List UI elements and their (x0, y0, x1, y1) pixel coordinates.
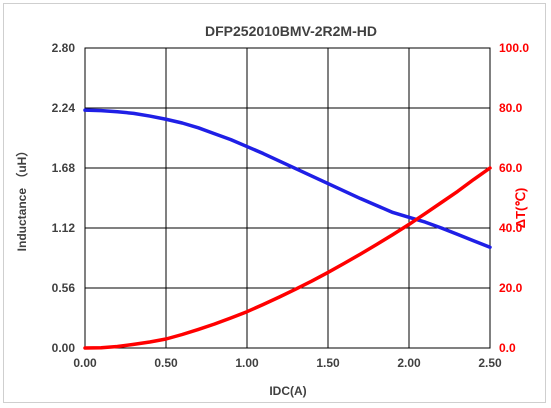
y-left-tick-label: 1.68 (52, 161, 76, 175)
y-right-tick-label: 40.0 (499, 221, 523, 235)
y-axis-label-right: ΔT(℃) (513, 188, 528, 229)
x-axis-label: IDC(A) (269, 384, 306, 398)
y-right-tick-label: 100.0 (499, 41, 529, 55)
x-axis-ticks: 0.00 0.50 1.00 1.50 2.00 2.50 (73, 356, 502, 370)
plot-border (84, 47, 491, 349)
right-axis-ticks: 0.0 20.0 40.0 60.0 80.0 100.0 (499, 41, 529, 355)
y-left-tick-label: 0.56 (52, 281, 76, 295)
x-tick-label: 0.00 (73, 356, 97, 370)
x-tick-label: 1.50 (316, 356, 340, 370)
temperature-rise-line (83, 166, 492, 350)
y-right-tick-label: 80.0 (499, 101, 523, 115)
y-axis-label-left: Inductance （uH） (14, 145, 29, 252)
x-tick-label: 2.00 (397, 356, 421, 370)
y-left-tick-label: 2.80 (52, 41, 76, 55)
grid (85, 48, 490, 348)
series-group (83, 108, 492, 350)
y-right-tick-label: 60.0 (499, 161, 523, 175)
chart-frame (3, 3, 546, 403)
inductance-line (83, 108, 492, 250)
y-left-tick-label: 0.00 (52, 341, 76, 355)
x-tick-label: 2.50 (478, 356, 502, 370)
y-left-tick-label: 2.24 (52, 101, 76, 115)
y-right-tick-label: 20.0 (499, 281, 523, 295)
chart-title: DFP252010BMV-2R2M-HD (205, 23, 377, 39)
y-right-tick-label: 0.0 (499, 341, 516, 355)
left-axis-ticks: 0.00 0.56 1.12 1.68 2.24 2.80 (52, 41, 76, 355)
y-left-tick-label: 1.12 (52, 221, 76, 235)
x-tick-label: 1.00 (235, 356, 259, 370)
x-tick-label: 0.50 (154, 356, 178, 370)
